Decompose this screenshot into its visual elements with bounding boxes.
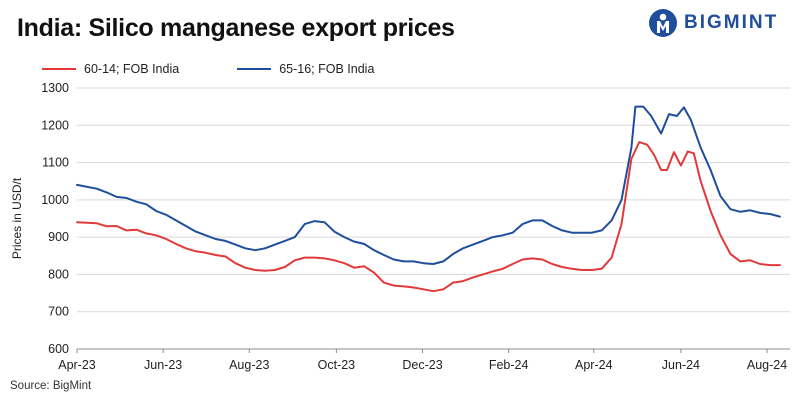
y-tick-label: 700 [48,305,69,319]
chart-legend: 60-14; FOB India 65-16; FOB India [42,62,432,76]
series-lines [76,105,781,293]
x-tick-label: Jun-23 [144,358,182,372]
axes: 600 700 800 900 1000 1100 1200 1300 Apr-23 Jun-23… [41,81,790,372]
y-tick-label: 900 [48,230,69,244]
bigmint-logo-icon [649,9,677,37]
x-tick-label: Aug-24 [747,358,787,372]
x-tick-label: Jun-24 [662,358,700,372]
y-tick-label: 1300 [41,81,69,95]
y-tick-label: 600 [48,342,69,356]
x-tick-label: Apr-24 [575,358,613,372]
x-tick-label: Aug-23 [229,358,269,372]
y-tick-label: 800 [48,267,69,281]
brand-logo: BIGMINT [648,6,778,40]
grid-lines [77,87,790,313]
y-tick-label: 1000 [41,193,69,207]
x-tick-label: Feb-24 [489,358,529,372]
y-tick-label: 1200 [41,118,69,132]
legend-label: 65-16; FOB India [279,62,375,76]
y-axis-label: Prices in USD/t [10,177,24,259]
series-line-65-16 [76,105,781,265]
legend-swatch-blue [237,68,272,70]
brand-name: BIGMINT [684,12,779,33]
series-line-60-14 [76,141,781,293]
legend-label: 60-14; FOB India [84,62,180,76]
legend-item-60-14: 60-14; FOB India [42,62,179,76]
legend-swatch-red [42,68,76,70]
legend-item-65-16: 65-16; FOB India [237,62,374,76]
source-note: Source: BigMint [10,380,92,392]
x-tick-label: Dec-23 [402,358,442,372]
x-tick-label: Oct-23 [318,358,356,372]
y-tick-label: 1100 [42,156,69,170]
x-tick-label: Apr-23 [58,358,96,372]
chart-title: India: Silico manganese export prices [17,14,455,42]
